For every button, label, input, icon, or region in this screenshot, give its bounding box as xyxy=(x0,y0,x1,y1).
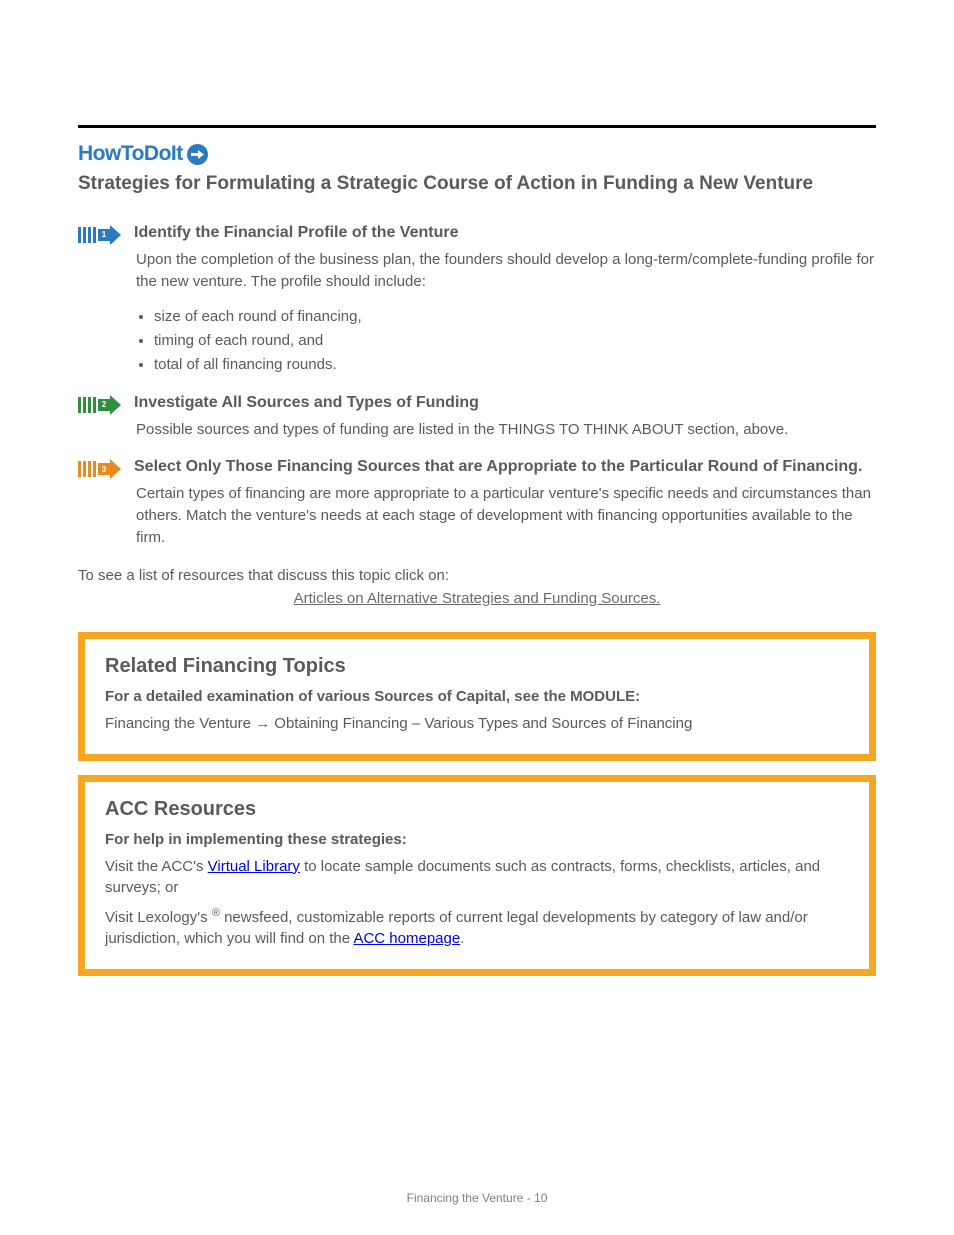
registered-icon: ® xyxy=(212,907,220,919)
acc-title: ACC Resources xyxy=(105,798,849,821)
acc-line2-end: . xyxy=(460,930,464,947)
arrow-circle-icon xyxy=(187,144,208,165)
related-text-suffix: Obtaining Financing – Various Types and … xyxy=(274,715,692,732)
list-item: total of all financing rounds. xyxy=(154,354,876,376)
resources-lead-in: To see a list of resources that discuss … xyxy=(78,567,876,584)
acc-line2: Visit Lexology's ® newsfeed, customizabl… xyxy=(105,906,849,949)
step-intro: Upon the completion of the business plan… xyxy=(136,249,876,293)
related-topics-title: Related Financing Topics xyxy=(105,655,849,678)
acc-line1: Visit the ACC's Virtual Library to locat… xyxy=(105,856,849,898)
list-item: timing of each round, and xyxy=(154,330,876,352)
related-arrow-icon: → xyxy=(255,715,270,732)
step-body: Certain types of financing are more appr… xyxy=(136,483,876,548)
step-body: Possible sources and types of funding ar… xyxy=(136,419,876,441)
step-title: Investigate All Sources and Types of Fun… xyxy=(134,394,479,412)
related-text-prefix: Financing the Venture xyxy=(105,715,255,732)
step-title: Identify the Financial Profile of the Ve… xyxy=(134,224,459,242)
acc-line1-pre: Visit the ACC's xyxy=(105,858,208,875)
how-to-do-it-text: HowToDoIt xyxy=(78,142,183,166)
step-marker-icon: 1 xyxy=(78,225,121,245)
rule-top xyxy=(78,125,876,128)
step-body: Upon the completion of the business plan… xyxy=(136,249,876,376)
related-topics-sub: For a detailed examination of various So… xyxy=(105,688,849,705)
acc-line2-pre: Visit Lexology's xyxy=(105,909,212,926)
acc-resources-box: ACC Resources For help in implementing t… xyxy=(78,775,876,976)
related-topics-box: Related Financing Topics For a detailed … xyxy=(78,632,876,761)
step-bullets: size of each round of financing,timing o… xyxy=(154,306,876,375)
virtual-library-link[interactable]: Virtual Library xyxy=(208,858,300,875)
step-intro: Possible sources and types of funding ar… xyxy=(136,419,876,441)
step-intro: Certain types of financing are more appr… xyxy=(136,483,876,548)
step-title: Select Only Those Financing Sources that… xyxy=(134,458,862,476)
step-row: 2 Investigate All Sources and Types of Fu… xyxy=(78,394,876,415)
page: HowToDoIt Strategies for Formulating a S… xyxy=(0,0,954,1050)
acc-sub: For help in implementing these strategie… xyxy=(105,831,849,848)
steps-container: 1 Identify the Financial Profile of the V… xyxy=(78,224,876,549)
related-topics-text: Financing the Venture → Obtaining Financ… xyxy=(105,713,849,734)
how-to-do-it-heading: HowToDoIt xyxy=(78,142,876,166)
step-row: 3 Select Only Those Financing Sources tha… xyxy=(78,458,876,479)
section-subtitle: Strategies for Formulating a Strategic C… xyxy=(78,172,876,196)
step-marker-icon: 3 xyxy=(78,459,121,479)
step-row: 1 Identify the Financial Profile of the V… xyxy=(78,224,876,245)
step-marker-icon: 2 xyxy=(78,395,121,415)
list-item: size of each round of financing, xyxy=(154,306,876,328)
resources-link[interactable]: Articles on Alternative Strategies and F… xyxy=(294,590,661,607)
acc-homepage-link[interactable]: ACC homepage xyxy=(353,930,460,947)
page-footer: Financing the Venture - 10 xyxy=(0,1191,954,1205)
